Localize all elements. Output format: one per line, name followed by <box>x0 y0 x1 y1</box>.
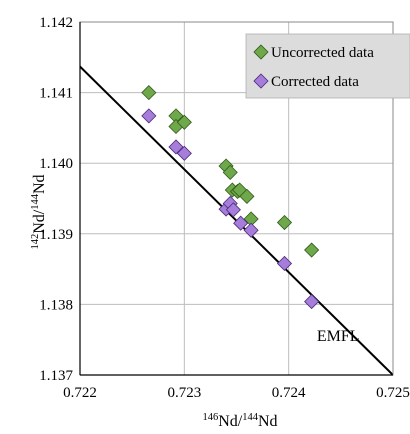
corrected-point <box>304 294 320 310</box>
y-tick-label: 1.141 <box>39 86 73 102</box>
uncorrected-point <box>222 164 238 180</box>
axes-layer <box>79 21 394 376</box>
uncorrected-point <box>276 214 293 231</box>
uncorrected-point <box>141 85 157 101</box>
x-tick-label: 0.725 <box>376 385 410 401</box>
corrected-point <box>168 139 184 155</box>
corrected-point <box>141 108 157 124</box>
legend-label-corrected: Corrected data <box>271 74 359 90</box>
uncorrected-point <box>176 114 192 130</box>
legend: Uncorrected data Corrected data <box>245 33 410 99</box>
data-points-layer <box>141 85 320 310</box>
y-tick-label: 1.139 <box>39 227 73 243</box>
uncorrected-point <box>239 188 255 204</box>
tick-labels-layer: 0.722 0.723 0.724 0.725 1.137 1.138 1.139 1.140… <box>39 15 410 401</box>
corrected-point <box>243 222 259 238</box>
x-tick-label: 0.722 <box>63 385 97 401</box>
corrected-point <box>176 145 192 161</box>
legend-label-uncorrected: Uncorrected data <box>271 45 374 61</box>
corrected-point <box>225 202 241 218</box>
y-tick-label: 1.138 <box>39 297 73 313</box>
y-axis-label: 142Nd/144Nd <box>30 174 48 249</box>
legend-marker-corrected <box>253 73 269 89</box>
uncorrected-point <box>304 242 320 258</box>
corrected-point <box>233 215 249 231</box>
x-tick-label: 0.724 <box>272 385 306 401</box>
corrected-point <box>276 255 293 272</box>
legend-marker-uncorrected <box>253 44 269 60</box>
legend-box <box>245 33 410 99</box>
y-tick-label: 1.142 <box>39 15 73 31</box>
emfl-label: EMFL <box>317 328 360 345</box>
x-axis-label: 146Nd/144Nd <box>202 412 277 430</box>
y-tick-label: 1.140 <box>39 156 73 172</box>
y-tick-label: 1.137 <box>39 368 73 384</box>
x-tick-label: 0.723 <box>167 385 201 401</box>
